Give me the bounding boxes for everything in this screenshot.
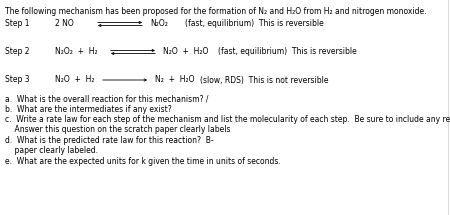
Text: c.  Write a rate law for each step of the mechanism and list the molecularity of: c. Write a rate law for each step of the… xyxy=(5,115,450,124)
Text: Step 2: Step 2 xyxy=(5,48,30,57)
Text: N₂O₂: N₂O₂ xyxy=(150,20,168,29)
Text: 2 NO: 2 NO xyxy=(55,20,74,29)
Text: N₂O  +  H₂O: N₂O + H₂O xyxy=(163,48,208,57)
Text: N₂O  +  H₂: N₂O + H₂ xyxy=(55,75,94,84)
Text: Step 3: Step 3 xyxy=(5,75,30,84)
Text: N₂O₂  +  H₂: N₂O₂ + H₂ xyxy=(55,48,98,57)
Text: d.  What is the predicted rate law for this reaction?  B-: d. What is the predicted rate law for th… xyxy=(5,136,214,145)
Text: The following mechanism has been proposed for the formation of N₂ and H₂O from H: The following mechanism has been propose… xyxy=(5,7,427,16)
Text: a.  What is the overall reaction for this mechanism? /: a. What is the overall reaction for this… xyxy=(5,95,208,104)
Text: Step 1: Step 1 xyxy=(5,20,30,29)
Text: (slow, RDS)  This is not reversible: (slow, RDS) This is not reversible xyxy=(200,75,328,84)
Text: Answer this question on the scratch paper clearly labels: Answer this question on the scratch pape… xyxy=(5,125,230,134)
Text: N₂  +  H₂O: N₂ + H₂O xyxy=(155,75,194,84)
Text: (fast, equilibrium)  This is reversible: (fast, equilibrium) This is reversible xyxy=(218,48,357,57)
Text: e.  What are the expected units for k given the time in units of seconds.: e. What are the expected units for k giv… xyxy=(5,157,281,166)
Text: (fast, equilibrium)  This is reversible: (fast, equilibrium) This is reversible xyxy=(185,20,324,29)
Text: b.  What are the intermediates if any exist?: b. What are the intermediates if any exi… xyxy=(5,105,172,114)
Text: paper clearly labeled.: paper clearly labeled. xyxy=(5,146,98,155)
